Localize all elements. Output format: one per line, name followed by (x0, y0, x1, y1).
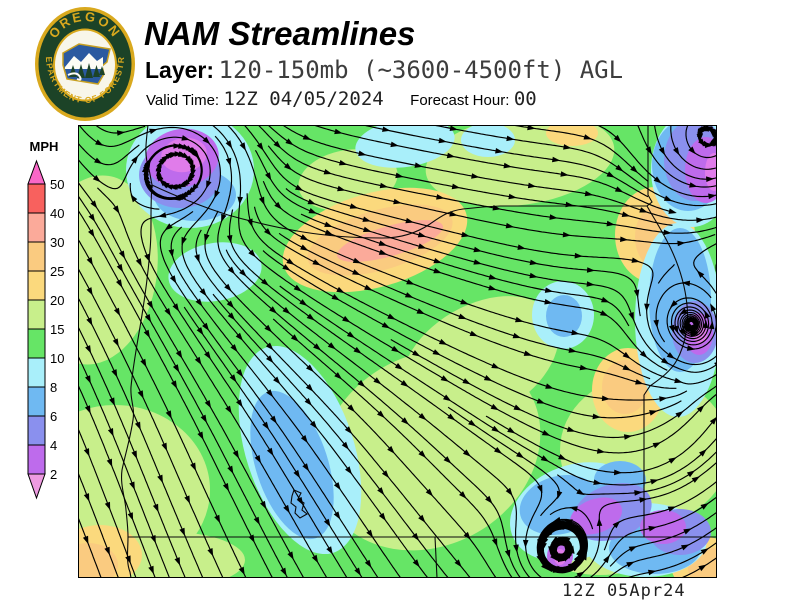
legend-segment-6-8 (27, 386, 46, 417)
legend-tick-30: 30 (50, 235, 64, 250)
valid-time-row: Valid Time: 12Z 04/05/2024 Forecast Hour… (146, 88, 537, 110)
forecast-hour-value: 00 (513, 88, 537, 110)
odf-logo: OREGON DEPARTMENT OF FORESTRY (29, 0, 137, 128)
valid-time-value: 12Z 04/05/2024 (223, 88, 384, 110)
or-id-border (643, 205, 689, 537)
streamline-map (78, 125, 717, 578)
legend-tick-15: 15 (50, 322, 64, 337)
legend-tick-6: 6 (50, 409, 57, 424)
speed-region-20-25 (546, 125, 598, 146)
legend-segment-25-30 (27, 241, 46, 272)
legend-segment-15-20 (27, 299, 46, 330)
map-timestamp: 12Z 05Apr24 (562, 581, 686, 600)
legend-colorbar: 50 40 30 25 20 15 10 8 6 4 2 (27, 159, 64, 500)
layer-value: 120-150mb (~3600-4500ft) AGL (218, 56, 624, 84)
legend-segment-8-10 (27, 357, 46, 388)
ca-nv-border (434, 536, 438, 578)
speed-region-30-40 (336, 220, 444, 262)
legend-segment-30-40 (27, 212, 46, 243)
legend-segment-4-6 (27, 415, 46, 446)
legend-tick-4: 4 (50, 438, 57, 453)
logo-river (67, 72, 82, 81)
legend-segment-2-4 (27, 444, 46, 475)
legend-segment-20-25 (27, 270, 46, 301)
oregon-coastline (121, 184, 153, 578)
valid-time-label: Valid Time: (146, 92, 220, 109)
speed-region-8-10 (355, 125, 455, 168)
streamline-map-svg (78, 125, 717, 578)
legend-arrow-below-min (27, 473, 46, 500)
speed-region-<2 (705, 153, 717, 191)
streamlines-layer (78, 125, 717, 578)
columbia-river-border (151, 184, 647, 239)
page-title: NAM Streamlines (144, 15, 416, 52)
forecast-hour-label: Forecast Hour: (410, 92, 510, 109)
legend-tick-2: 2 (50, 467, 57, 482)
legend-title: MPH (29, 139, 59, 154)
layer-label: Layer: (145, 57, 215, 83)
legend-arrow-above-max (27, 159, 46, 185)
odf-logo-svg: OREGON DEPARTMENT OF FORESTRY (29, 0, 135, 121)
speed-region-2-4 (569, 497, 623, 535)
legend-tick-10: 10 (50, 351, 64, 366)
legend-tick-20: 20 (50, 293, 64, 308)
map-frame (78, 125, 717, 578)
legend-segment-10-15 (27, 328, 46, 359)
speed-region-6-8 (546, 295, 582, 337)
legend-tick-8: 8 (50, 380, 57, 395)
legend-tick-40: 40 (50, 206, 64, 221)
legend-tick-50: 50 (50, 177, 64, 192)
streamline-arrowheads (82, 125, 717, 578)
streamline-paths (78, 125, 717, 578)
logo-mountains (65, 53, 103, 69)
layer-row: Layer: 120-150mb (~3600-4500ft) AGL (145, 56, 623, 84)
legend-tick-25: 25 (50, 264, 64, 279)
legend-segment-40-50 (27, 183, 46, 214)
